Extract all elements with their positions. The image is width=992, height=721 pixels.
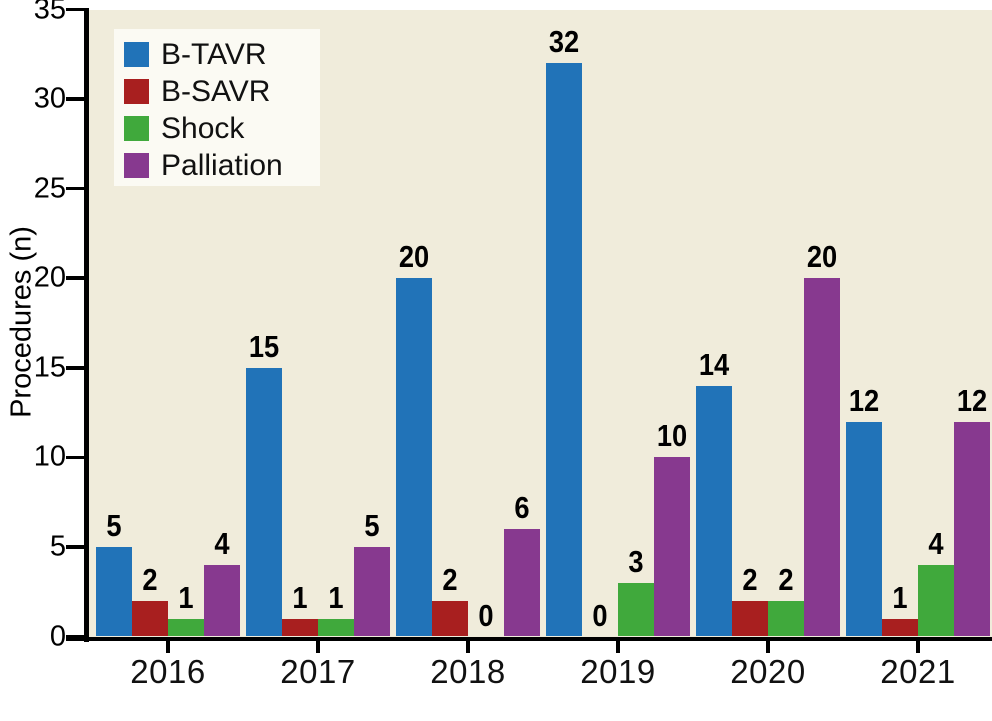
bar-value-label: 1 (892, 579, 908, 615)
bar-b-savr-2021 (882, 618, 918, 637)
y-tick-label: 35 (33, 0, 66, 25)
x-tick (616, 641, 620, 653)
bar-value-label: 2 (442, 561, 458, 597)
legend-label: B-TAVR (161, 37, 267, 71)
legend-label: Shock (161, 111, 245, 145)
y-tick-label: 30 (33, 82, 66, 115)
legend-swatch-b-tavr (124, 42, 149, 67)
x-tick (766, 641, 770, 653)
bar-b-tavr-2016 (96, 546, 133, 637)
bar-value-label: 6 (514, 490, 530, 525)
bar-palliation-2019 (653, 457, 690, 637)
bar-b-tavr-2021 (846, 421, 883, 637)
legend: B-TAVR B-SAVR Shock Palliation (114, 29, 320, 186)
y-tick-label: 25 (33, 172, 66, 205)
bar-value-label: 0 (478, 597, 494, 633)
x-axis-label-2019: 2019 (580, 653, 656, 690)
legend-item-b-savr: B-SAVR (124, 73, 320, 110)
bar-b-savr-2017 (282, 618, 318, 637)
x-tick (316, 641, 320, 653)
x-axis-line (66, 636, 992, 641)
x-axis-label-2016: 2016 (130, 653, 206, 690)
y-tick (66, 455, 85, 460)
bar-value-label: 14 (699, 346, 730, 382)
y-tick (66, 366, 85, 370)
y-tick-label: 20 (33, 261, 66, 294)
y-tick (66, 634, 85, 639)
bar-value-label: 12 (956, 382, 987, 418)
bar-value-label: 4 (214, 525, 230, 561)
x-tick (466, 641, 470, 653)
legend-swatch-shock (124, 116, 149, 141)
bar-value-label: 2 (778, 561, 794, 597)
x-axis-label-2020: 2020 (730, 653, 806, 690)
bar-palliation-2021 (953, 421, 990, 637)
bar-palliation-2018 (503, 529, 540, 637)
y-tick-label: 15 (33, 351, 66, 384)
bar-value-label: 15 (249, 328, 280, 364)
bar-b-tavr-2018 (396, 278, 433, 637)
bar-shock-2020 (768, 600, 804, 637)
bar-shock-2016 (168, 618, 204, 637)
legend-label: Palliation (161, 148, 283, 182)
legend-item-shock: Shock (124, 110, 320, 147)
bar-b-tavr-2017 (246, 367, 283, 637)
bar-value-label: 3 (628, 543, 644, 579)
bar-value-label: 12 (849, 382, 880, 418)
x-tick (916, 641, 920, 653)
bar-shock-2021 (918, 564, 954, 637)
legend-item-palliation: Palliation (124, 147, 320, 184)
bar-value-label: 32 (549, 24, 580, 60)
y-axis-line (84, 8, 89, 642)
y-tick (66, 186, 85, 191)
legend-label: B-SAVR (161, 74, 271, 108)
bar-value-label: 1 (292, 579, 308, 615)
y-tick-label: 5 (49, 530, 66, 563)
bar-b-savr-2016 (132, 600, 168, 637)
bar-palliation-2020 (803, 278, 840, 637)
legend-swatch-palliation (124, 153, 149, 178)
bar-palliation-2016 (203, 564, 240, 637)
bar-palliation-2017 (353, 546, 390, 637)
bar-value-label: 2 (742, 561, 758, 597)
bar-value-label: 20 (806, 239, 837, 275)
bar-shock-2017 (318, 618, 354, 637)
bar-b-savr-2018 (432, 600, 468, 637)
bar-value-label: 10 (656, 418, 687, 454)
bar-b-savr-2020 (732, 600, 768, 637)
bar-value-label: 1 (328, 579, 344, 615)
x-axis-label-2021: 2021 (880, 653, 956, 690)
y-tick (66, 7, 85, 12)
bar-value-label: 0 (592, 597, 608, 633)
bar-b-tavr-2019 (546, 63, 583, 637)
bar-shock-2019 (618, 582, 654, 637)
x-axis-label-2018: 2018 (430, 653, 506, 690)
x-axis-label-2017: 2017 (280, 653, 356, 690)
bar-value-label: 1 (178, 579, 194, 615)
y-tick-label: 10 (33, 440, 66, 473)
legend-swatch-b-savr (124, 79, 149, 104)
y-axis-title: Procedures (n) (5, 226, 38, 418)
bar-value-label: 2 (142, 561, 158, 597)
bar-value-label: 20 (399, 239, 430, 275)
y-tick (66, 276, 85, 280)
bar-b-tavr-2020 (696, 385, 733, 637)
x-tick (166, 641, 170, 653)
bar-value-label: 5 (106, 507, 122, 543)
y-tick-label: 0 (49, 620, 66, 652)
y-tick (66, 97, 85, 101)
bar-value-label: 4 (928, 525, 944, 561)
bar-value-label: 5 (364, 507, 380, 543)
legend-item-b-tavr: B-TAVR (124, 36, 320, 73)
y-tick (66, 545, 85, 549)
